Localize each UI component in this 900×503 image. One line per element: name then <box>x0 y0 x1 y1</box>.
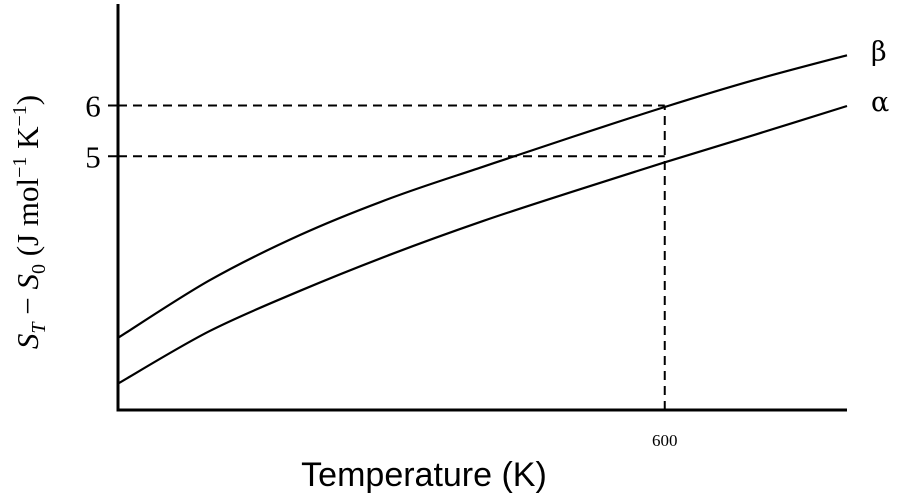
series-label-0: β <box>871 36 887 67</box>
series-line-1 <box>117 104 848 385</box>
series-label-1: α <box>871 87 889 118</box>
axes <box>116 4 847 412</box>
series-line-0 <box>117 54 848 339</box>
y-axis-label: ST − S0 (J mol−1 K−1) <box>9 95 50 349</box>
x-tick-label-0: 600 <box>652 431 678 450</box>
x-axis-label: Temperature (K) <box>301 456 547 494</box>
y-tick-label-1: 6 <box>85 89 101 124</box>
guide-lines <box>118 104 666 410</box>
y-ticks: 56 <box>85 89 118 174</box>
x-ticks: 600 <box>652 431 678 450</box>
series-labels: βα <box>871 36 889 118</box>
series-curves <box>117 54 848 385</box>
y-tick-label-0: 5 <box>85 139 101 174</box>
